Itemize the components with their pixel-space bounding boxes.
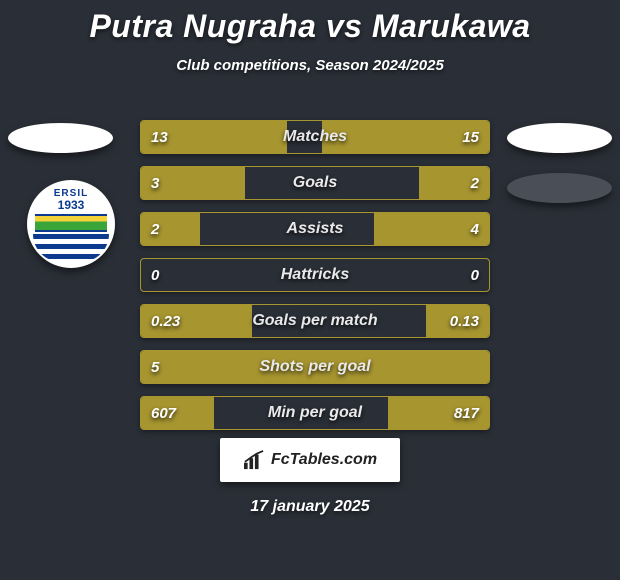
stat-value-left: 0 <box>151 259 159 291</box>
page-title: Putra Nugraha vs Marukawa <box>0 0 620 45</box>
stat-value-left: 0.23 <box>151 305 180 337</box>
stat-row: 607817Min per goal <box>140 396 490 430</box>
stat-bar-right <box>315 351 489 383</box>
stat-row: 0 0Hattricks <box>140 258 490 292</box>
stat-bar-left <box>141 213 200 245</box>
footer-brand[interactable]: FcTables.com <box>220 438 400 482</box>
stat-value-left: 2 <box>151 213 159 245</box>
stat-row: 0.230.13Goals per match <box>140 304 490 338</box>
stat-bar-left <box>141 351 315 383</box>
club-badge-left: ERSIL 1933 <box>27 180 115 268</box>
stat-value-left: 13 <box>151 121 168 153</box>
stats-rows: 1315Matches32Goals24Assists00Hattricks0.… <box>140 120 490 442</box>
stat-row: 5Shots per goal <box>140 350 490 384</box>
stat-row: 32Goals <box>140 166 490 200</box>
date-text: 17 january 2025 <box>0 498 620 516</box>
stat-value-left: 607 <box>151 397 176 429</box>
chart-icon <box>243 450 265 470</box>
club-badge-waves <box>33 234 109 262</box>
stat-value-left: 5 <box>151 351 159 383</box>
stat-value-right: 15 <box>462 121 479 153</box>
stat-value-right: 817 <box>454 397 479 429</box>
footer-brand-text: FcTables.com <box>271 451 377 469</box>
subtitle: Club competitions, Season 2024/2025 <box>0 57 620 74</box>
club-logo-right <box>507 173 612 203</box>
stat-value-right: 0.13 <box>450 305 479 337</box>
stat-value-right: 4 <box>471 213 479 245</box>
stat-value-left: 3 <box>151 167 159 199</box>
stat-value-right: 0 <box>471 259 479 291</box>
player-logo-right <box>507 123 612 153</box>
stat-value-right: 2 <box>471 167 479 199</box>
stat-row: 1315Matches <box>140 120 490 154</box>
stat-row: 24Assists <box>140 212 490 246</box>
club-badge-year: 1933 <box>27 198 115 212</box>
stat-label: Hattricks <box>141 259 489 291</box>
club-badge-stripe <box>35 214 107 232</box>
player-logo-left <box>8 123 113 153</box>
